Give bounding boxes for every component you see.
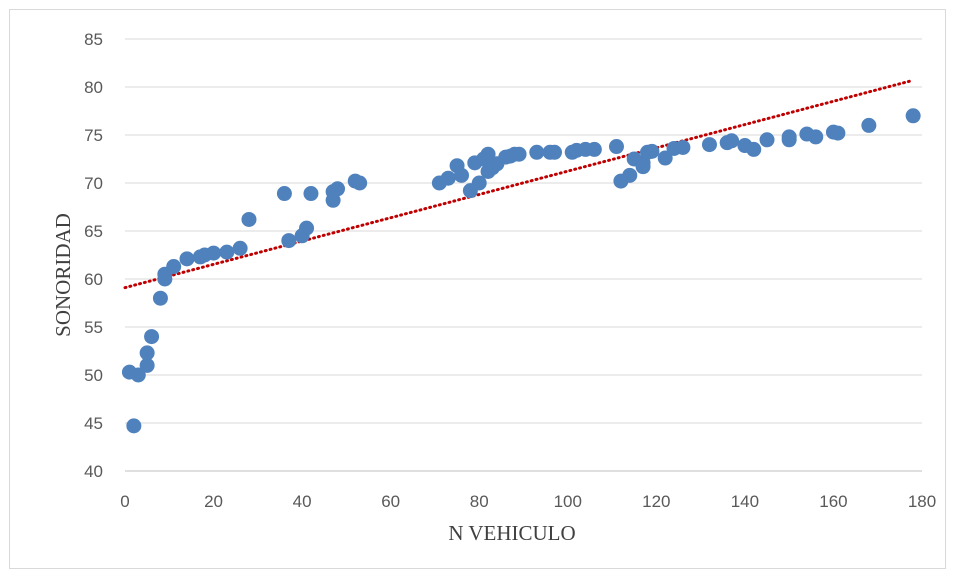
x-tick-label: 0 xyxy=(120,492,129,511)
x-tick-label: 100 xyxy=(554,492,582,511)
y-tick-label: 40 xyxy=(84,462,103,481)
data-point xyxy=(586,141,602,157)
data-point xyxy=(440,170,456,186)
trendline-layer xyxy=(123,78,915,290)
data-point xyxy=(206,245,222,261)
data-point xyxy=(232,240,248,256)
data-point xyxy=(511,146,527,162)
tick-labels: 40 45 50 55 60 65 70 75 80 85 0 20 40 60 80 100 120 140 16… xyxy=(84,30,936,511)
gridlines xyxy=(125,38,922,424)
data-point xyxy=(830,125,846,141)
data-point xyxy=(635,159,651,175)
y-tick-label: 75 xyxy=(84,126,103,145)
data-point xyxy=(241,211,257,227)
data-point xyxy=(724,133,740,149)
x-tick-label: 160 xyxy=(819,492,847,511)
y-tick-label: 85 xyxy=(84,30,103,49)
data-point xyxy=(644,143,660,159)
x-tick-label: 20 xyxy=(204,492,223,511)
data-point xyxy=(529,144,545,160)
data-point xyxy=(166,259,182,275)
data-point xyxy=(546,144,562,160)
data-point xyxy=(701,137,717,153)
data-point xyxy=(130,367,146,383)
data-point xyxy=(861,117,877,133)
data-point xyxy=(657,150,673,166)
data-point xyxy=(325,192,341,208)
data-point xyxy=(905,108,921,124)
data-point xyxy=(746,141,762,157)
data-point xyxy=(281,233,297,249)
y-tick-label: 70 xyxy=(84,174,103,193)
data-point xyxy=(352,175,368,191)
y-axis-title: SONORIDAD xyxy=(51,213,75,337)
x-tick-label: 60 xyxy=(381,492,400,511)
y-tick-label: 50 xyxy=(84,366,103,385)
data-point xyxy=(139,345,155,361)
data-point xyxy=(480,146,496,162)
data-point xyxy=(622,167,638,183)
data-point xyxy=(471,175,487,191)
y-tick-label: 55 xyxy=(84,318,103,337)
data-point xyxy=(299,220,315,236)
data-point xyxy=(144,329,160,345)
data-point xyxy=(330,181,346,197)
data-point xyxy=(303,186,319,202)
y-tick-label: 65 xyxy=(84,222,103,241)
data-point xyxy=(759,132,775,148)
chart-area xyxy=(9,9,946,569)
x-tick-label: 80 xyxy=(470,492,489,511)
x-tick-label: 180 xyxy=(908,492,936,511)
x-tick-label: 120 xyxy=(642,492,670,511)
trendline xyxy=(123,78,915,290)
data-point xyxy=(152,290,168,306)
y-tick-label: 60 xyxy=(84,270,103,289)
data-point xyxy=(781,129,797,145)
data-point xyxy=(139,357,155,373)
data-point xyxy=(219,244,235,260)
x-axis-title: N VEHICULO xyxy=(448,521,575,545)
y-tick-label: 45 xyxy=(84,414,103,433)
data-point xyxy=(276,186,292,202)
x-tick-label: 140 xyxy=(731,492,759,511)
data-point xyxy=(454,167,470,183)
data-point xyxy=(808,129,824,145)
data-point xyxy=(126,418,142,434)
data-point xyxy=(675,139,691,155)
x-tick-label: 40 xyxy=(293,492,312,511)
data-points xyxy=(121,108,921,434)
data-point xyxy=(608,139,624,155)
y-tick-label: 80 xyxy=(84,78,103,97)
data-point xyxy=(179,251,195,267)
